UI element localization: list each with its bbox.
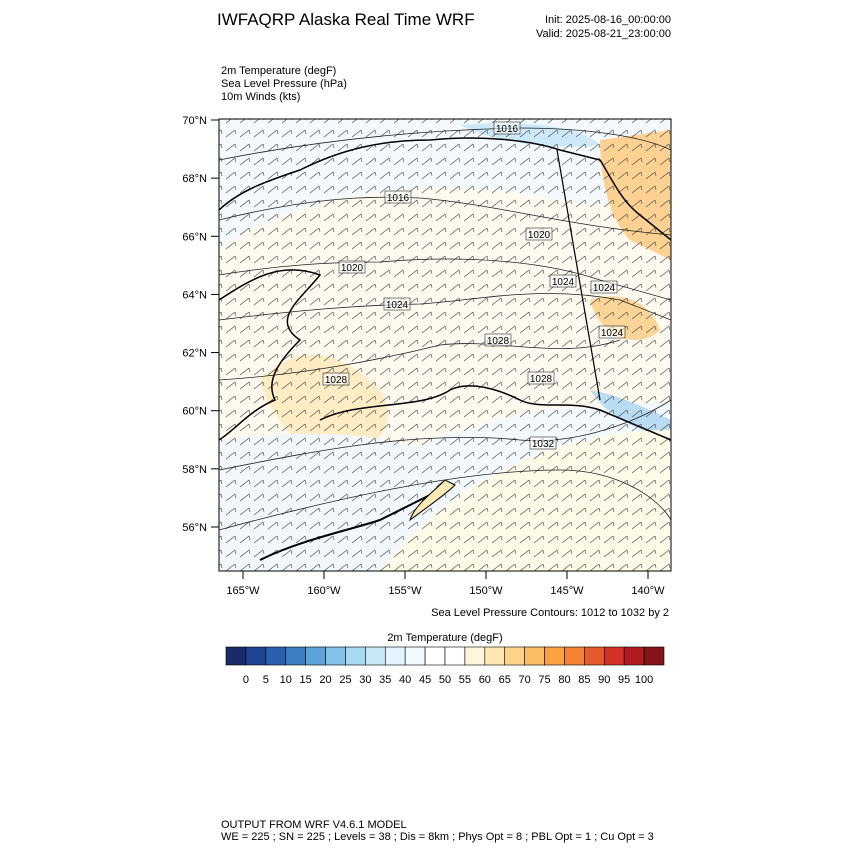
- contour-label: 1016: [387, 193, 410, 204]
- lat-label: 60°N: [182, 406, 207, 418]
- colorbar-label: 100: [635, 674, 653, 686]
- color-box: [544, 646, 565, 666]
- map-frame: [218, 118, 672, 572]
- colorbar-label: 40: [399, 674, 411, 686]
- footer-line: OUTPUT FROM WRF V4.6.1 MODEL: [221, 819, 407, 831]
- colorbar-label: 50: [439, 674, 451, 686]
- contour-label: 1024: [593, 283, 616, 294]
- field-label: 10m Winds (kts): [221, 91, 300, 103]
- lon-label: 155°W: [388, 585, 422, 597]
- color-box: [384, 646, 406, 666]
- colorbar-label: 35: [379, 674, 391, 686]
- colorbar-label: 20: [319, 674, 331, 686]
- valid-time: Valid: 2025-08-21_23:00:00: [536, 28, 671, 40]
- lat-label: 56°N: [182, 522, 207, 534]
- color-box: [444, 646, 466, 666]
- color-box: [464, 646, 486, 666]
- lon-label: 165°W: [226, 585, 260, 597]
- color-box: [623, 646, 645, 666]
- contour-label-box: [529, 436, 557, 450]
- color-box: [564, 646, 585, 666]
- contour-label: 1020: [528, 230, 551, 241]
- colorbar-label: 90: [598, 674, 610, 686]
- contour-label-box: [338, 260, 366, 274]
- field-label: Sea Level Pressure (hPa): [221, 78, 347, 90]
- color-box: [305, 646, 326, 666]
- colorbar-label: 15: [300, 674, 312, 686]
- colorbar-label: 25: [339, 674, 351, 686]
- lon-label: 145°W: [550, 585, 584, 597]
- contour-label: 1028: [487, 336, 510, 347]
- colorbar-label: 30: [359, 674, 371, 686]
- colorbar-label: 80: [558, 674, 570, 686]
- contour-label: 1032: [532, 439, 555, 450]
- color-box: [404, 646, 426, 666]
- contour-label: 1020: [341, 263, 364, 274]
- contour-note: Sea Level Pressure Contours: 1012 to 103…: [431, 607, 669, 619]
- contour-label-box: [590, 280, 618, 294]
- colorbar-label: 65: [499, 674, 511, 686]
- colorbar-label: 0: [243, 674, 249, 686]
- field-label: 2m Temperature (degF): [221, 65, 336, 77]
- color-box: [245, 646, 267, 666]
- colorbar-label: 5: [263, 674, 269, 686]
- color-box: [484, 646, 506, 666]
- color-box: [643, 646, 665, 666]
- contour-label-box: [493, 121, 521, 135]
- lat-label: 66°N: [182, 231, 207, 243]
- colorbar-label: 55: [459, 674, 471, 686]
- color-box: [524, 646, 545, 666]
- colorbar-label: 75: [538, 674, 550, 686]
- color-box: [424, 646, 446, 666]
- color-box: [603, 646, 625, 666]
- lat-label: 64°N: [182, 289, 207, 301]
- contour-label-box: [322, 372, 350, 386]
- color-box: [504, 646, 525, 666]
- map-field: [219, 119, 671, 571]
- contour-label-box: [527, 371, 555, 385]
- contour-label: 1024: [601, 328, 624, 339]
- footer-line: WE = 225 ; SN = 225 ; Levels = 38 ; Dis …: [221, 831, 654, 843]
- colorbar-label: 85: [578, 674, 590, 686]
- title: IWFAQRP Alaska Real Time WRF: [217, 10, 475, 29]
- contour-label: 1028: [530, 374, 553, 385]
- lat-label: 70°N: [182, 115, 207, 127]
- color-box: [365, 646, 386, 666]
- contour-label: 1024: [552, 277, 575, 288]
- colorbar-label: 95: [618, 674, 630, 686]
- init-time: Init: 2025-08-16_00:00:00: [545, 14, 671, 26]
- contour-label: 1016: [496, 124, 519, 135]
- contour-label: 1024: [386, 300, 409, 311]
- color-box: [584, 646, 605, 666]
- contour-label-box: [384, 190, 412, 204]
- contour-label-box: [383, 297, 411, 311]
- color-box: [265, 646, 287, 666]
- contour-label-box: [484, 333, 512, 347]
- color-box: [225, 646, 247, 666]
- lon-label: 160°W: [307, 585, 341, 597]
- color-box: [325, 646, 346, 666]
- lat-label: 58°N: [182, 464, 207, 476]
- lat-label: 62°N: [182, 348, 207, 360]
- contour-label-box: [598, 325, 626, 339]
- contour-label: 1028: [325, 375, 348, 386]
- colorbar-label: 10: [280, 674, 292, 686]
- colorbar-label: 45: [419, 674, 431, 686]
- contour-label-box: [549, 274, 577, 288]
- colorbar-label: 60: [479, 674, 491, 686]
- contour-label-box: [525, 227, 553, 241]
- colorbar-label: 70: [519, 674, 531, 686]
- color-box: [345, 646, 366, 666]
- color-box: [285, 646, 306, 666]
- lat-label: 68°N: [182, 173, 207, 185]
- lon-label: 150°W: [469, 585, 503, 597]
- lon-label: 140°W: [631, 585, 665, 597]
- colorbar-title: 2m Temperature (degF): [387, 632, 502, 644]
